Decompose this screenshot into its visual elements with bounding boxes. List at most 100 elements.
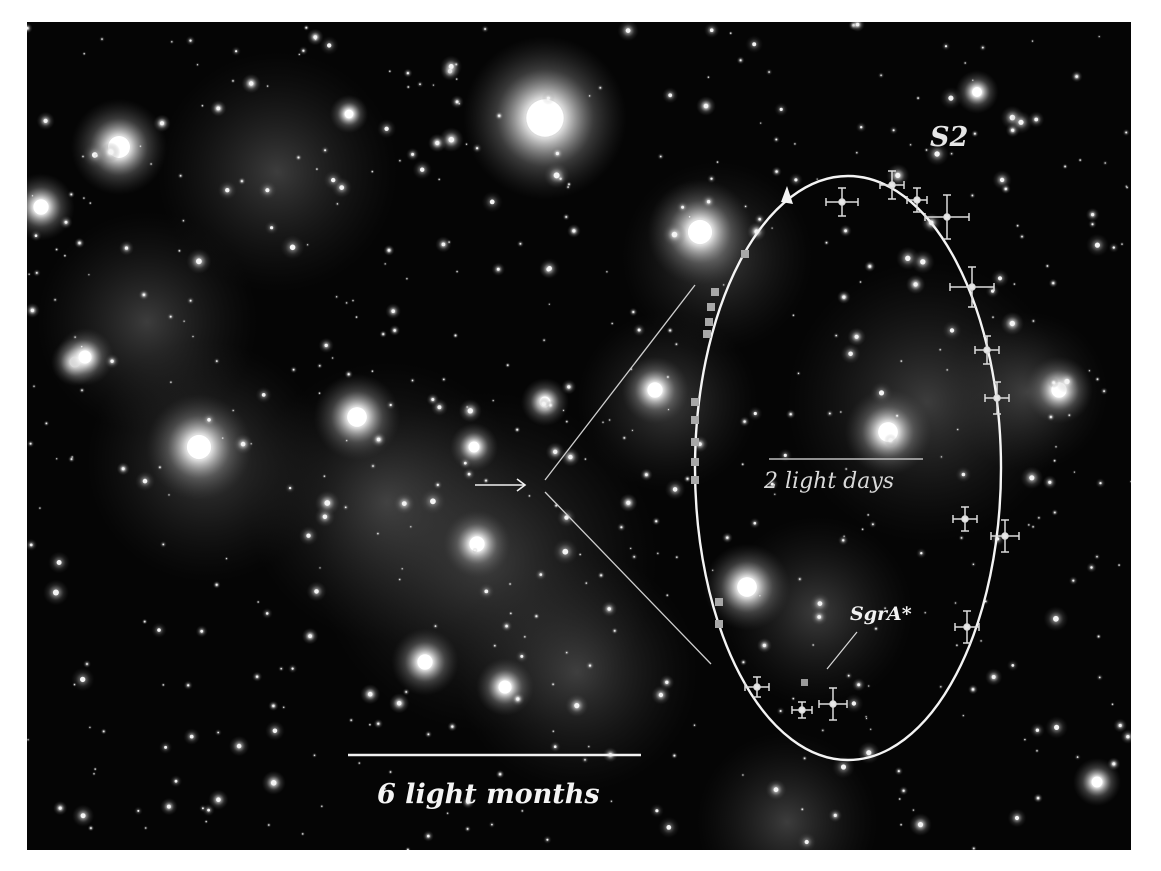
star: [934, 151, 940, 157]
star: [216, 360, 218, 362]
star: [496, 267, 500, 271]
star-halo: [970, 845, 977, 850]
star: [1054, 724, 1060, 731]
star: [744, 205, 747, 208]
star: [456, 271, 458, 273]
star: [393, 329, 397, 332]
star: [668, 409, 669, 411]
orbit-data-point: [906, 187, 928, 213]
star: [389, 70, 391, 72]
star: [81, 389, 83, 391]
star: [707, 76, 709, 78]
star-halo: [27, 737, 31, 743]
orbit-data-point: [791, 701, 813, 719]
star: [844, 229, 847, 233]
star: [484, 28, 486, 30]
star: [324, 343, 328, 348]
star: [768, 71, 770, 73]
star: [666, 594, 668, 596]
star: [255, 675, 259, 678]
star: [875, 628, 877, 630]
star: [552, 683, 554, 685]
star: [913, 282, 918, 287]
star: [159, 466, 161, 468]
star: [443, 378, 445, 381]
star: [637, 328, 641, 332]
star: [1024, 739, 1026, 741]
star: [182, 220, 184, 222]
star: [955, 602, 956, 604]
star: [96, 155, 98, 157]
star: [835, 334, 837, 337]
star: [579, 554, 581, 555]
star: [160, 121, 164, 126]
star: [371, 171, 373, 173]
star: [410, 526, 412, 528]
star: [566, 421, 568, 423]
star: [626, 500, 631, 505]
star: [272, 704, 275, 708]
star: [1112, 762, 1116, 766]
orbit-data-point: [949, 266, 995, 308]
star: [215, 583, 218, 586]
star: [672, 487, 678, 492]
star: [235, 50, 238, 53]
star: [1099, 482, 1102, 485]
star: [991, 675, 996, 679]
bright-star: [687, 219, 713, 245]
star: [851, 701, 857, 706]
star: [569, 787, 572, 790]
star: [552, 730, 554, 732]
orbit-data-point: [984, 381, 1010, 415]
star: [920, 259, 926, 265]
star: [431, 398, 435, 401]
star: [322, 514, 328, 520]
star: [602, 421, 604, 423]
bright-star: [647, 382, 663, 398]
star: [1035, 728, 1040, 732]
star: [30, 308, 35, 313]
star: [758, 217, 761, 221]
star: [801, 808, 803, 810]
star: [1098, 635, 1100, 638]
star: [794, 143, 796, 145]
star: [121, 467, 125, 471]
star: [463, 461, 467, 465]
star: [108, 149, 113, 155]
star: [902, 789, 905, 792]
star: [1046, 265, 1049, 267]
sgra-pointer-line: [826, 631, 858, 670]
star: [657, 552, 659, 554]
star: [476, 147, 479, 150]
star: [889, 438, 893, 442]
star: [236, 743, 242, 749]
star: [507, 364, 509, 366]
star: [742, 774, 744, 776]
orbit-data-point: [974, 335, 1000, 365]
star: [794, 178, 798, 182]
star: [817, 601, 823, 606]
star: [833, 813, 837, 818]
star: [1013, 283, 1015, 285]
star: [174, 779, 178, 783]
star: [631, 429, 633, 431]
star: [828, 412, 831, 415]
star: [197, 64, 198, 66]
star: [372, 465, 374, 467]
star: [358, 762, 360, 764]
star: [505, 624, 508, 628]
star: [305, 27, 307, 29]
star: [792, 698, 794, 700]
inset-scale-label: 2 light days: [763, 469, 894, 494]
star: [1053, 615, 1059, 622]
star: [667, 376, 669, 378]
star: [944, 45, 948, 48]
star: [779, 710, 782, 712]
star: [319, 392, 320, 394]
star: [352, 300, 354, 302]
star: [588, 664, 592, 667]
star: [671, 231, 678, 238]
bright-star: [737, 577, 757, 597]
star-halo: [27, 22, 33, 34]
star: [162, 543, 165, 546]
